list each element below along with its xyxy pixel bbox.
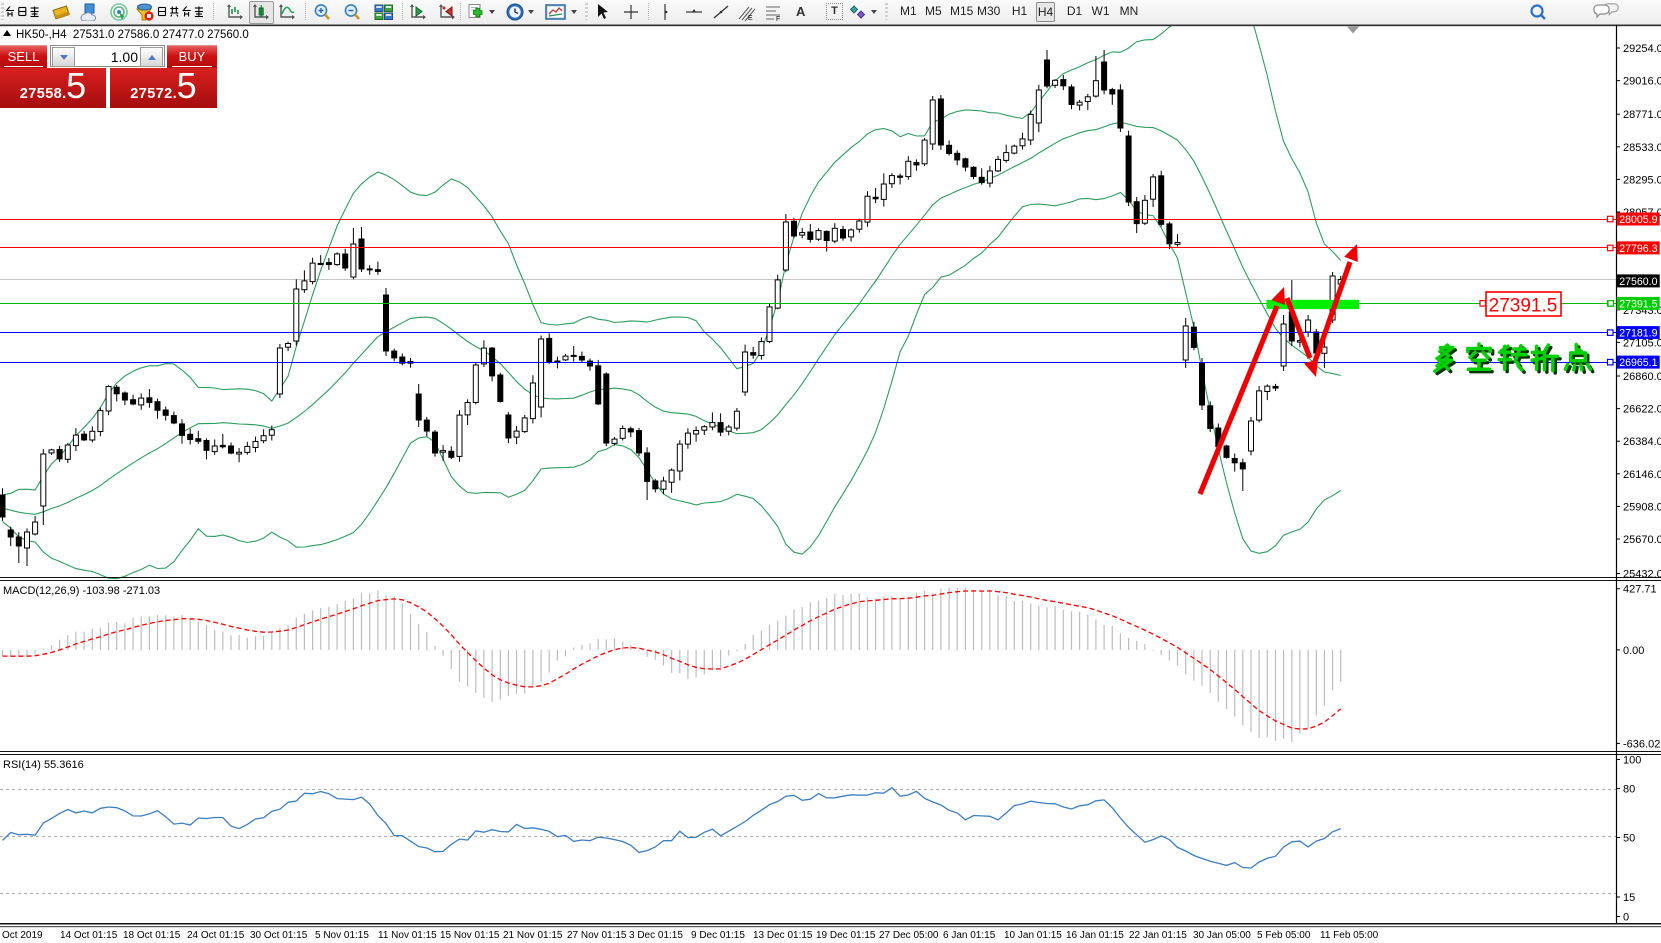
svg-text:28295.0: 28295.0	[1623, 174, 1661, 186]
svg-text:27 Nov 01:15: 27 Nov 01:15	[567, 930, 627, 941]
svg-text:HK50-,H4 27531.0 27586.0 2747: HK50-,H4 27531.0 27586.0 27477.0 27560.0	[16, 29, 249, 41]
svg-text:30 Jan 05:00: 30 Jan 05:00	[1193, 930, 1251, 941]
svg-text:F: F	[776, 16, 780, 21]
svg-text:26384.0: 26384.0	[1623, 436, 1661, 448]
svg-text:18 Oct 01:15: 18 Oct 01:15	[123, 930, 181, 941]
svg-text:5 Nov 01:15: 5 Nov 01:15	[315, 930, 369, 941]
svg-text:27105.0: 27105.0	[1623, 337, 1661, 349]
svg-text:27391.5: 27391.5	[1489, 296, 1558, 317]
svg-text:6 Jan 01:15: 6 Jan 01:15	[943, 930, 996, 941]
svg-text:27391.5: 27391.5	[1619, 298, 1657, 310]
svg-text:-636.02: -636.02	[1623, 738, 1660, 750]
svg-text:50: 50	[1623, 833, 1635, 845]
svg-text:13 Dec 01:15: 13 Dec 01:15	[753, 930, 813, 941]
svg-text:E: E	[748, 15, 753, 21]
svg-text:15 Nov 01:15: 15 Nov 01:15	[440, 930, 500, 941]
svg-text:26965.1: 26965.1	[1619, 357, 1657, 369]
svg-text:25432.0: 25432.0	[1623, 569, 1661, 581]
svg-text:19 Dec 01:15: 19 Dec 01:15	[816, 930, 876, 941]
svg-text:29254.0: 29254.0	[1623, 43, 1661, 55]
svg-text:11 Nov 01:15: 11 Nov 01:15	[378, 930, 437, 941]
svg-text:28771.0: 28771.0	[1623, 109, 1661, 121]
svg-text:0: 0	[1623, 912, 1629, 924]
svg-text:80: 80	[1623, 784, 1635, 796]
svg-text:26622.0: 26622.0	[1623, 404, 1661, 416]
svg-text:15: 15	[1623, 892, 1635, 904]
svg-text:24 Oct 01:15: 24 Oct 01:15	[187, 930, 245, 941]
svg-text:26146.0: 26146.0	[1623, 469, 1661, 481]
svg-text:25908.0: 25908.0	[1623, 501, 1661, 513]
svg-text:RSI(14) 55.3616: RSI(14) 55.3616	[3, 759, 84, 771]
svg-text:3 Dec 01:15: 3 Dec 01:15	[629, 930, 683, 941]
svg-text:5 Feb 05:00: 5 Feb 05:00	[1257, 930, 1311, 941]
svg-text:28005.9: 28005.9	[1619, 214, 1657, 226]
svg-text:22 Jan 01:15: 22 Jan 01:15	[1129, 930, 1187, 941]
svg-text:21 Nov 01:15: 21 Nov 01:15	[503, 930, 563, 941]
svg-text:100: 100	[1623, 755, 1641, 767]
svg-text:27560.0: 27560.0	[1619, 276, 1657, 288]
svg-text:25670.0: 25670.0	[1623, 534, 1661, 546]
svg-text:27181.9: 27181.9	[1619, 328, 1657, 340]
svg-text:16 Jan 01:15: 16 Jan 01:15	[1066, 930, 1124, 941]
svg-text:27 Dec 05:00: 27 Dec 05:00	[879, 930, 939, 941]
svg-text:0.00: 0.00	[1623, 645, 1644, 657]
svg-text:Oct 2019: Oct 2019	[2, 930, 43, 941]
svg-text:29016.0: 29016.0	[1623, 76, 1661, 88]
svg-text:427.71: 427.71	[1623, 584, 1657, 596]
svg-text:MACD(12,26,9) -103.98 -271.03: MACD(12,26,9) -103.98 -271.03	[3, 585, 160, 597]
svg-text:10 Jan 01:15: 10 Jan 01:15	[1004, 930, 1062, 941]
svg-text:14 Oct 01:15: 14 Oct 01:15	[60, 930, 118, 941]
svg-text:9 Dec 01:15: 9 Dec 01:15	[691, 930, 745, 941]
svg-text:30 Oct 01:15: 30 Oct 01:15	[250, 930, 308, 941]
svg-text:26860.0: 26860.0	[1623, 371, 1661, 383]
svg-text:27796.3: 27796.3	[1619, 243, 1657, 255]
svg-text:11 Feb 05:00: 11 Feb 05:00	[1320, 930, 1379, 941]
svg-text:28533.0: 28533.0	[1623, 142, 1661, 154]
